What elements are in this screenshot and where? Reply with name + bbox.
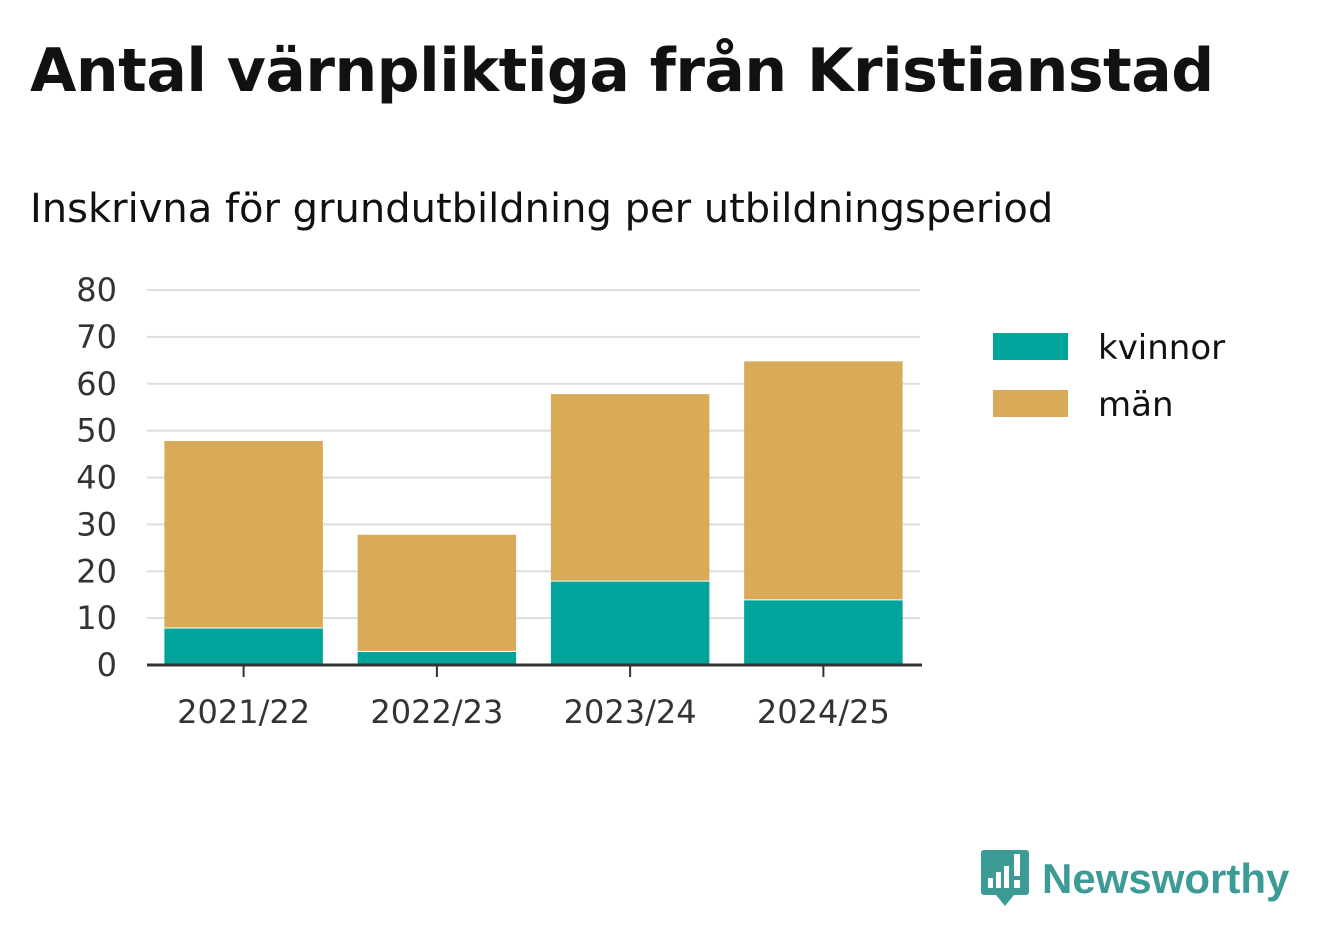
legend-swatch-män: [993, 390, 1068, 417]
bar-män: [164, 440, 323, 628]
brand-name: Newsworthy: [1042, 855, 1290, 902]
bar-män: [357, 533, 517, 651]
y-tick-label: 10: [76, 599, 117, 637]
y-tick-label: 20: [76, 552, 117, 590]
y-tick-label: 70: [76, 318, 117, 356]
legend-label-män: män: [1098, 385, 1174, 425]
x-tick-label: 2022/23: [370, 693, 503, 731]
y-tick-label: 50: [76, 412, 117, 450]
y-tick-label: 0: [97, 646, 117, 684]
legend-swatch-kvinnor: [993, 333, 1068, 360]
bar-kvinnor: [550, 580, 710, 665]
x-tick-label: 2023/24: [564, 693, 697, 731]
bar-kvinnor: [744, 599, 903, 665]
y-tick-label: 30: [76, 505, 117, 543]
legend-label-kvinnor: kvinnor: [1098, 328, 1225, 368]
y-tick-label: 40: [76, 459, 117, 497]
bar-kvinnor: [164, 627, 323, 665]
newsworthy-logo-icon: [981, 850, 1029, 906]
brand: Newsworthy: [980, 848, 1289, 910]
y-tick-label: 80: [76, 271, 117, 309]
legend: kvinnor män: [993, 328, 1225, 425]
bar-män: [744, 360, 903, 600]
x-tick-label: 2021/22: [177, 693, 310, 731]
y-tick-label: 60: [76, 365, 117, 403]
bar-män: [550, 393, 710, 581]
bar-kvinnor: [357, 650, 517, 665]
axes: 0 10 20 30 40 50 60 70 80 2021/22 2022/23 2023/24 20…: [76, 271, 922, 731]
chart-subtitle: Inskrivna för grundutbildning per utbild…: [30, 186, 1054, 232]
chart-title: Antal värnpliktiga från Kristianstad: [30, 36, 1214, 106]
x-tick-label: 2024/25: [757, 693, 890, 731]
bars: [164, 359, 903, 665]
